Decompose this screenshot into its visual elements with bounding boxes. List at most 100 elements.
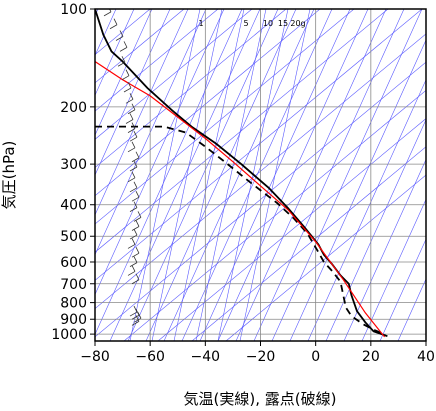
x-axis-title: 気温(実線), 露点(破線) <box>184 390 337 408</box>
wind-barb <box>129 187 138 193</box>
moist-adiabat-line <box>95 61 426 338</box>
mixing-ratio-line <box>239 9 311 341</box>
wind-barb <box>131 321 140 326</box>
moist-adiabat-line <box>95 9 253 140</box>
adiabat-line <box>95 9 135 97</box>
wind-barb <box>129 207 138 212</box>
wind-barb-flag <box>119 30 124 37</box>
wind-barb <box>131 226 140 231</box>
wind-barb-flag <box>135 151 140 158</box>
mixing-ratio-label: 5 <box>243 19 248 28</box>
wind-barb-flag <box>129 113 134 120</box>
wind-barb-flag <box>127 81 132 89</box>
wind-barb <box>129 262 138 267</box>
moist-adiabat-line <box>95 9 287 168</box>
temperature-line <box>95 9 388 338</box>
wind-barb-flag <box>135 315 140 322</box>
adiabat-line <box>235 9 387 341</box>
moist-adiabat-line <box>95 9 219 112</box>
adiabat-line <box>361 198 426 341</box>
wind-barb <box>127 177 136 183</box>
wind-barb <box>103 11 112 17</box>
adiabat-line <box>95 9 153 136</box>
adiabat-line <box>289 39 426 341</box>
x-tick-label: 40 <box>417 349 435 365</box>
wind-barb <box>129 136 138 142</box>
y-tick-label: 400 <box>60 198 87 214</box>
y-tick-label: 100 <box>60 2 87 18</box>
wind-barb-flag <box>135 273 140 280</box>
red-reference-line <box>95 60 386 338</box>
wind-barb-flag <box>131 122 136 129</box>
mixing-ratio-line <box>129 9 201 341</box>
wind-barb <box>131 252 140 258</box>
mixing-ratio-line <box>151 9 223 341</box>
mixing-ratio-label: 1 <box>198 19 203 28</box>
wind-barb <box>127 271 136 276</box>
mixing-ratio-line <box>195 9 267 341</box>
wind-barb <box>125 119 134 124</box>
adiabat-line <box>109 9 261 341</box>
adiabat-line <box>95 9 171 176</box>
adiabat-line <box>307 79 426 341</box>
mixing-ratio-line <box>173 9 245 341</box>
moist-adiabat-line <box>95 9 389 253</box>
x-tick-label: −60 <box>135 349 165 365</box>
moist-adiabat-line <box>157 118 426 341</box>
wind-barb <box>129 166 138 172</box>
x-tick-label: −20 <box>246 349 276 365</box>
wind-barb-flag <box>131 103 136 110</box>
wind-barb-flag <box>113 18 118 25</box>
wind-barb <box>115 36 124 41</box>
wind-barb <box>131 279 140 285</box>
y-tick-label: 800 <box>60 296 87 312</box>
wind-barb <box>109 24 118 30</box>
adiabat-line <box>343 158 426 341</box>
mixing-ratio-label: 10 <box>263 19 273 28</box>
adiabat-line <box>217 9 369 341</box>
moist-adiabat-line <box>95 9 355 225</box>
wind-barb-flag <box>131 265 136 272</box>
y-tick-label: 200 <box>60 100 87 116</box>
moist-adiabat-line <box>95 9 185 84</box>
adiabat-line <box>145 9 297 341</box>
adiabat-line <box>379 238 426 341</box>
adiabat-line <box>163 9 315 341</box>
wind-barb <box>131 314 140 320</box>
wind-barb-flag <box>131 141 136 149</box>
wind-barb <box>125 98 134 104</box>
x-axis: −80 −60 −40 −20 0 20 40 <box>80 341 435 365</box>
y-axis-title: 気圧(hPa) <box>0 141 18 210</box>
wind-barb <box>133 217 142 222</box>
wind-barb <box>131 196 140 202</box>
adiabat-lines <box>95 9 426 341</box>
wind-barb <box>133 317 142 323</box>
wind-barb-flag <box>125 69 130 76</box>
adiabat-line <box>95 9 243 336</box>
wind-barb-flag <box>121 56 126 63</box>
wind-barb <box>123 87 132 93</box>
wind-barb <box>127 128 136 133</box>
y-tick-label: 600 <box>60 255 87 271</box>
adiabat-line <box>95 9 189 216</box>
x-tick-label: −80 <box>80 349 110 365</box>
wind-barb-flag <box>133 130 138 138</box>
adiabat-line <box>181 9 333 341</box>
wind-barb-flag <box>135 247 140 254</box>
wind-barb <box>127 244 136 249</box>
wind-barb <box>129 234 138 240</box>
wind-barb-flag <box>123 41 128 48</box>
wind-barb-flag <box>129 93 134 100</box>
moist-adiabat-line <box>225 174 426 341</box>
y-tick-label: 700 <box>60 277 87 293</box>
moist-adiabat-line <box>95 33 426 310</box>
adiabat-line <box>95 9 225 296</box>
adiabat-line <box>325 118 426 341</box>
wind-barb-flag <box>133 201 138 208</box>
wind-barb-flag <box>131 238 136 245</box>
gridlines <box>95 9 426 341</box>
adiabat-line <box>397 278 426 341</box>
wind-barb-flag <box>133 256 138 263</box>
